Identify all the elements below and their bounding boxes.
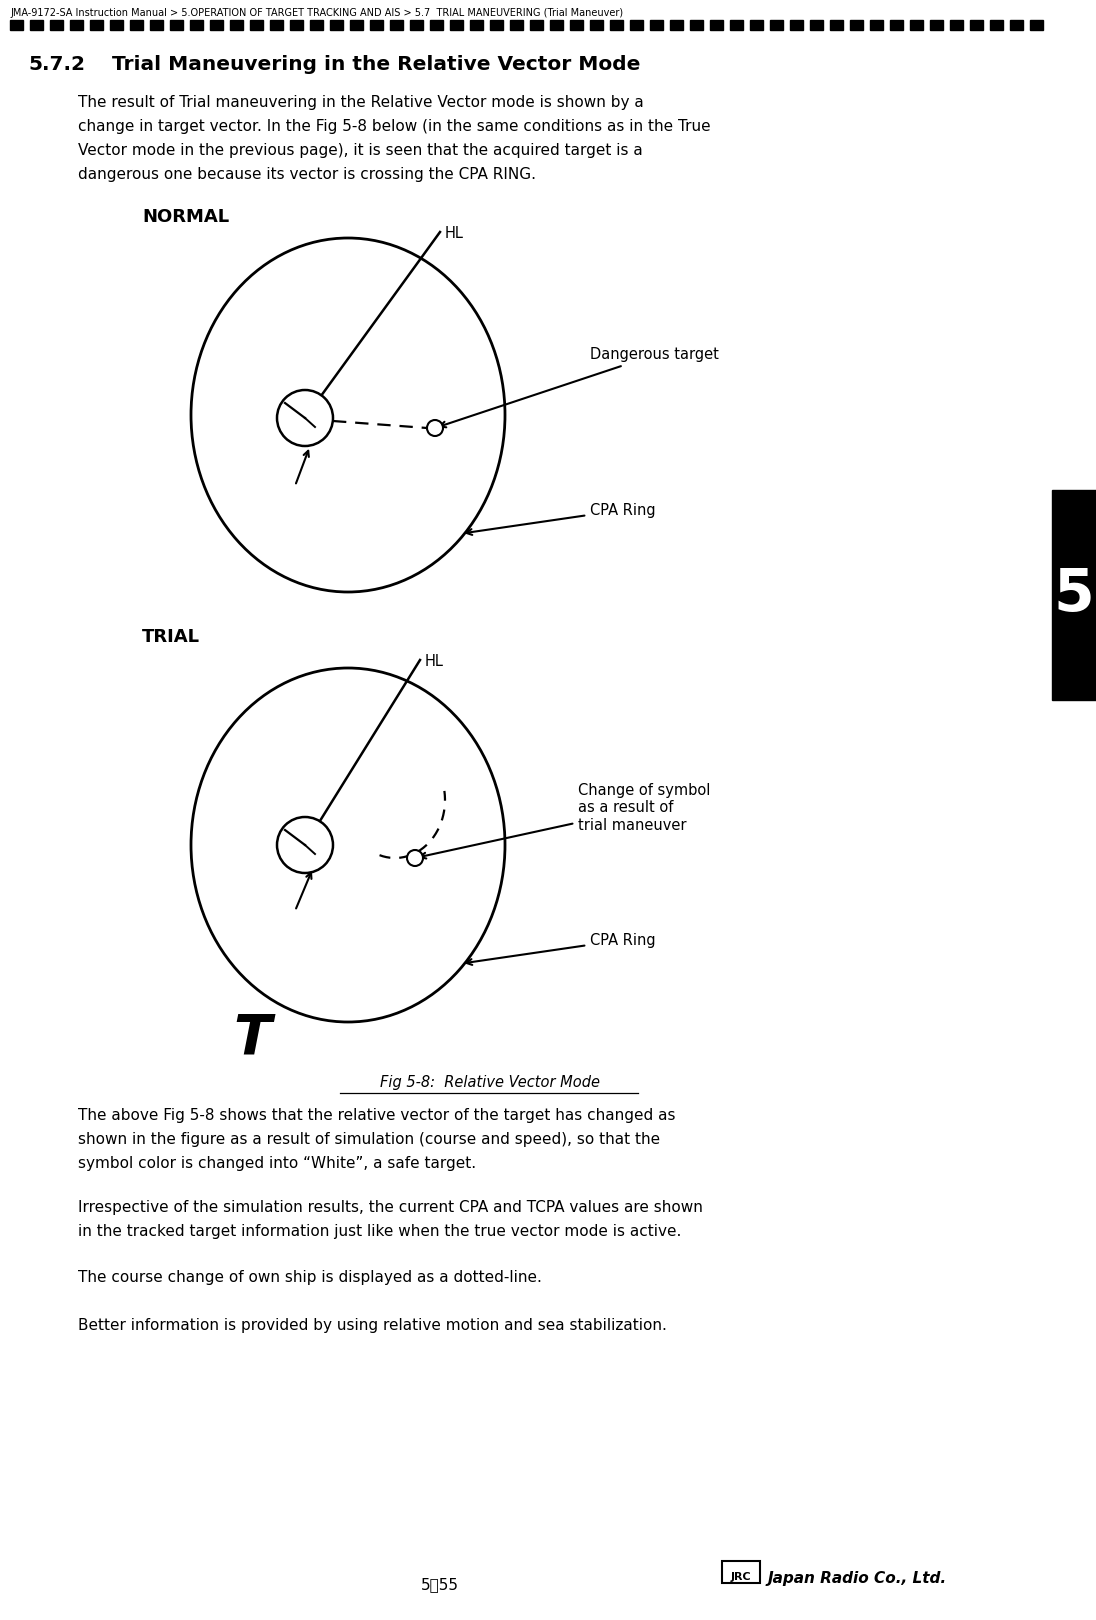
Bar [370,19,383,31]
Bar [330,19,343,31]
Text: change in target vector. In the Fig 5-8 below (in the same conditions as in the : change in target vector. In the Fig 5-8 … [78,118,710,134]
Text: HL: HL [425,654,444,669]
Bar [470,19,483,31]
Text: CPA Ring: CPA Ring [466,502,655,535]
Bar [722,1562,760,1583]
Bar [570,19,583,31]
Text: symbol color is changed into “White”, a safe target.: symbol color is changed into “White”, a … [78,1157,476,1171]
Bar [70,19,83,31]
Text: The result of Trial maneuvering in the Relative Vector mode is shown by a: The result of Trial maneuvering in the R… [78,96,643,110]
Text: shown in the figure as a result of simulation (course and speed), so that the: shown in the figure as a result of simul… [78,1132,660,1147]
Bar [910,19,923,31]
Bar [90,19,103,31]
Bar [230,19,243,31]
Bar [950,19,963,31]
Bar [931,19,943,31]
Bar [770,19,783,31]
Bar [870,19,883,31]
Text: Better information is provided by using relative motion and sea stabilization.: Better information is provided by using … [78,1319,666,1333]
Bar [350,19,363,31]
Text: 5.7.2: 5.7.2 [28,55,85,75]
Text: 5: 5 [1053,567,1095,624]
Circle shape [277,816,333,873]
Text: dangerous one because its vector is crossing the CPA RING.: dangerous one because its vector is cros… [78,167,536,181]
Bar [890,19,903,31]
Bar [410,19,423,31]
Text: CPA Ring: CPA Ring [466,933,655,966]
Bar [110,19,123,31]
Circle shape [427,420,443,436]
Bar [510,19,523,31]
Bar [670,19,683,31]
Bar [450,19,463,31]
Text: JRC: JRC [731,1571,752,1583]
Text: Fig 5-8:  Relative Vector Mode: Fig 5-8: Relative Vector Mode [380,1076,600,1090]
Text: JMA-9172-SA Instruction Manual > 5.OPERATION OF TARGET TRACKING AND AIS > 5.7  T: JMA-9172-SA Instruction Manual > 5.OPERA… [10,8,624,18]
Bar [30,19,43,31]
Bar [130,19,142,31]
Bar [990,19,1003,31]
Text: HL: HL [445,227,464,241]
Text: The course change of own ship is displayed as a dotted-line.: The course change of own ship is display… [78,1270,541,1285]
Text: Irrespective of the simulation results, the current CPA and TCPA values are show: Irrespective of the simulation results, … [78,1200,703,1215]
Bar [650,19,663,31]
Text: in the tracked target information just like when the true vector mode is active.: in the tracked target information just l… [78,1225,682,1239]
Text: Dangerous target: Dangerous target [439,348,719,428]
Bar [1052,489,1096,700]
Bar [550,19,563,31]
Text: 5－55: 5－55 [421,1576,459,1592]
Bar [170,19,183,31]
Bar [790,19,803,31]
Text: Trial Maneuvering in the Relative Vector Mode: Trial Maneuvering in the Relative Vector… [112,55,640,75]
Text: The above Fig 5-8 shows that the relative vector of the target has changed as: The above Fig 5-8 shows that the relativ… [78,1108,675,1123]
Bar [50,19,62,31]
Bar [10,19,23,31]
Bar [810,19,823,31]
Text: Change of symbol
as a result of
trial maneuver: Change of symbol as a result of trial ma… [420,782,710,859]
Bar [310,19,323,31]
Bar [430,19,443,31]
Bar [610,19,623,31]
Bar [490,19,503,31]
Bar [530,19,543,31]
Bar [750,19,763,31]
Bar [630,19,643,31]
Bar [710,19,723,31]
Bar [830,19,843,31]
Circle shape [407,850,423,867]
Bar [290,19,302,31]
Bar [190,19,203,31]
Text: Vector mode in the previous page), it is seen that the acquired target is a: Vector mode in the previous page), it is… [78,143,642,159]
Bar [730,19,743,31]
Text: NORMAL: NORMAL [142,207,229,227]
Bar [1011,19,1023,31]
Bar [390,19,403,31]
Bar [690,19,703,31]
Bar [270,19,283,31]
Bar [590,19,603,31]
Bar [250,19,263,31]
Text: Japan Radio Co., Ltd.: Japan Radio Co., Ltd. [768,1571,947,1586]
Bar [970,19,983,31]
Bar [210,19,222,31]
Circle shape [277,390,333,446]
Text: T: T [233,1012,271,1066]
Bar [850,19,863,31]
Text: TRIAL: TRIAL [142,629,199,646]
Bar [1030,19,1043,31]
Bar [150,19,163,31]
